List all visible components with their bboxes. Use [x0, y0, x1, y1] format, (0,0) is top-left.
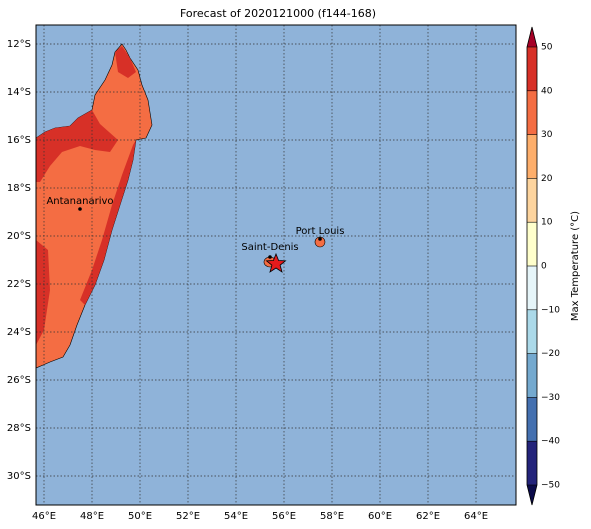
- city-dot: [268, 255, 272, 259]
- hot-region: [36, 110, 118, 182]
- colorbar-tick-label: 50: [541, 43, 553, 53]
- city-label: Antananarivo: [46, 196, 113, 207]
- lon-tick-label: 64°E: [464, 511, 488, 522]
- colorbar-tick-label: −50: [541, 481, 560, 491]
- colorbar-tick-label: −40: [541, 437, 560, 447]
- lon-tick-label: 58°E: [320, 511, 344, 522]
- lon-tick-label: 50°E: [128, 511, 152, 522]
- lat-tick-label: 18°S: [7, 183, 31, 194]
- lon-tick-label: 60°E: [368, 511, 392, 522]
- colorbar-tick-label: 30: [541, 130, 553, 140]
- city-dot: [78, 207, 82, 211]
- title: Forecast of 2020121000 (f144-168): [180, 7, 376, 20]
- lat-tick-label: 26°S: [7, 375, 31, 386]
- lon-tick-label: 48°E: [80, 511, 104, 522]
- lat-tick-label: 28°S: [7, 423, 31, 434]
- lon-tick-label: 46°E: [32, 511, 56, 522]
- lon-tick-label: 54°E: [224, 511, 248, 522]
- colorbar-tick-label: 0: [541, 262, 547, 272]
- map: Antananarivo Saint-Denis Port Louis: [35, 25, 516, 505]
- hot-region: [36, 240, 50, 345]
- colorbar-tick-label: 20: [541, 174, 553, 184]
- lat-tick-label: 16°S: [7, 135, 31, 146]
- colorbar-band: [527, 178, 537, 223]
- city-label: Saint-Denis: [241, 242, 298, 253]
- colorbar-band: [527, 47, 537, 91]
- colorbar: −50 −40 −30 −20 −10 0 10 20 30 40 50: [526, 26, 560, 506]
- city-label: Port Louis: [296, 226, 345, 237]
- colorbar-band: [527, 441, 537, 485]
- lat-tick-label: 14°S: [7, 87, 31, 98]
- hot-region: [80, 140, 136, 305]
- star-marker: [265, 252, 287, 273]
- colorbar-tick-label: 40: [541, 86, 553, 96]
- hot-region: [115, 46, 136, 78]
- colorbar-tick-label: −10: [541, 305, 560, 315]
- colorbar-band: [527, 90, 537, 135]
- lat-tick-label: 12°S: [7, 39, 31, 50]
- colorbar-label: Max Temperature (°C): [570, 211, 581, 321]
- lon-tick-label: 52°E: [176, 511, 200, 522]
- lat-tick-label: 24°S: [7, 327, 31, 338]
- colorbar-band: [527, 134, 537, 179]
- lon-tick-label: 62°E: [416, 511, 440, 522]
- colorbar-extend: [527, 27, 537, 47]
- colorbar-tick-label: −30: [541, 393, 560, 403]
- colorbar-tick-label: −20: [541, 349, 560, 359]
- map-frame: [35, 24, 517, 506]
- city-dot: [318, 237, 322, 241]
- colorbar-extend: [527, 485, 537, 505]
- lat-tick-label: 22°S: [7, 279, 31, 290]
- colorbar-band: [527, 397, 537, 442]
- colorbar-band: [527, 266, 537, 310]
- colorbar-band: [527, 353, 537, 398]
- colorbar-band: [527, 222, 537, 266]
- mauritius: [314, 236, 326, 248]
- lon-tick-label: 56°E: [272, 511, 296, 522]
- colorbar-band: [527, 309, 537, 354]
- colorbar-tick-label: 10: [541, 218, 553, 228]
- lat-tick-label: 30°S: [7, 471, 31, 482]
- lat-tick-label: 20°S: [7, 231, 31, 242]
